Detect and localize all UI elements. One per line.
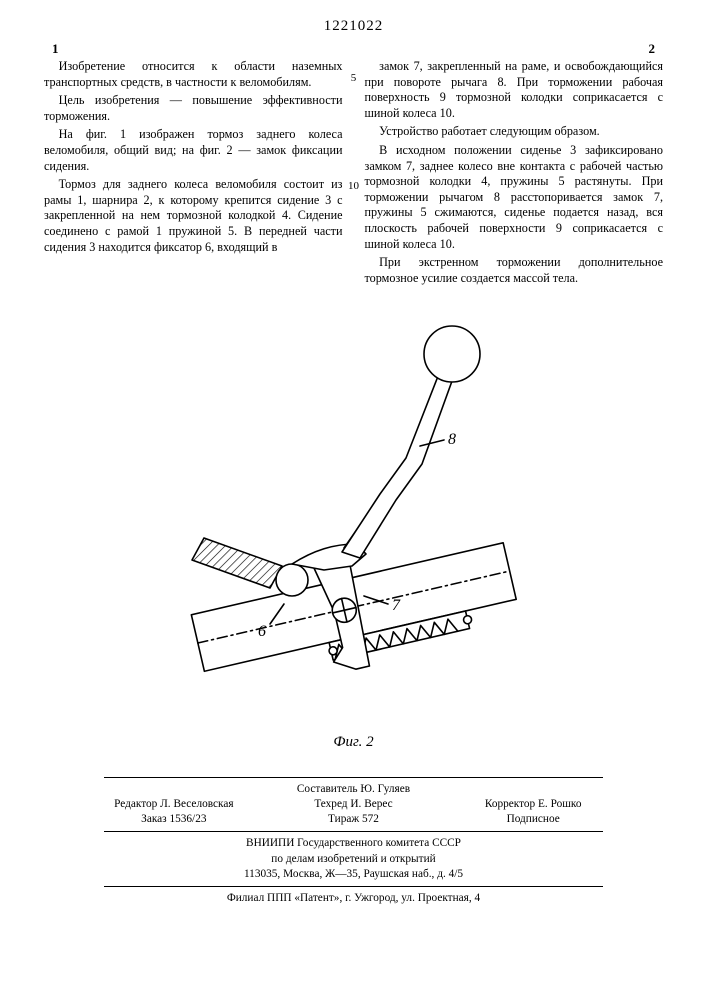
col-right-number: 2 xyxy=(649,41,656,57)
addr-line-1: 113035, Москва, Ж—35, Раушская наб., д. … xyxy=(44,867,663,882)
document-number: 1221022 xyxy=(44,18,663,35)
text-columns: 5 10 Изобретение относится к области наз… xyxy=(44,59,663,290)
fig-label-8: 8 xyxy=(448,431,456,448)
para: Тормоз для заднего колеса веломобиля сос… xyxy=(44,177,343,255)
corrector: Корректор Е. Рошко xyxy=(443,797,623,812)
para: Изобретение относится к области наземных… xyxy=(44,59,343,90)
line-marker-5: 5 xyxy=(351,71,357,85)
line-marker-10: 10 xyxy=(348,179,359,193)
fig-label-7: 7 xyxy=(392,597,401,614)
column-numbers: 1 2 xyxy=(44,41,663,57)
divider xyxy=(104,777,603,778)
org-line-2: по делам изобретений и открытий xyxy=(44,852,663,867)
col-left-number: 1 xyxy=(52,41,59,57)
order-number: Заказ 1536/23 xyxy=(84,812,264,827)
fig-label-6: 6 xyxy=(258,623,266,640)
figure-2-svg: 6 7 8 xyxy=(174,308,534,728)
credits-row: Редактор Л. Веселовская Техред И. Верес … xyxy=(44,797,663,812)
subscription: Подписное xyxy=(443,812,623,827)
left-column: Изобретение относится к области наземных… xyxy=(44,59,343,290)
compiler-line: Составитель Ю. Гуляев xyxy=(44,782,663,797)
org-line-1: ВНИИПИ Государственного комитета СССР xyxy=(44,836,663,851)
divider xyxy=(104,831,603,832)
addr-line-2: Филиал ППП «Патент», г. Ужгород, ул. Про… xyxy=(44,891,663,906)
para: замок 7, закрепленный на раме, и освобож… xyxy=(365,59,664,121)
order-row: Заказ 1536/23 Тираж 572 Подписное xyxy=(44,812,663,827)
para: На фиг. 1 изображен тормоз заднего колес… xyxy=(44,127,343,174)
tirazh: Тираж 572 xyxy=(264,812,444,827)
patent-page: 1221022 1 2 5 10 Изобретение относится к… xyxy=(0,0,707,1000)
tech-editor: Техред И. Верес xyxy=(264,797,444,812)
para: В исходном положении сиденье 3 зафиксиро… xyxy=(365,143,664,252)
para: При экстренном торможении дополнительное… xyxy=(365,255,664,286)
divider xyxy=(104,886,603,887)
right-column: замок 7, закрепленный на раме, и освобож… xyxy=(365,59,664,290)
editor: Редактор Л. Веселовская xyxy=(84,797,264,812)
para: Цель изобретения — повышение эффективнос… xyxy=(44,93,343,124)
figure-caption: Фиг. 2 xyxy=(44,734,663,751)
footer-block: Составитель Ю. Гуляев Редактор Л. Весело… xyxy=(44,777,663,907)
figure-2: 6 7 8 Фиг. 2 xyxy=(44,308,663,751)
para: Устройство работает следующим образом. xyxy=(365,124,664,140)
